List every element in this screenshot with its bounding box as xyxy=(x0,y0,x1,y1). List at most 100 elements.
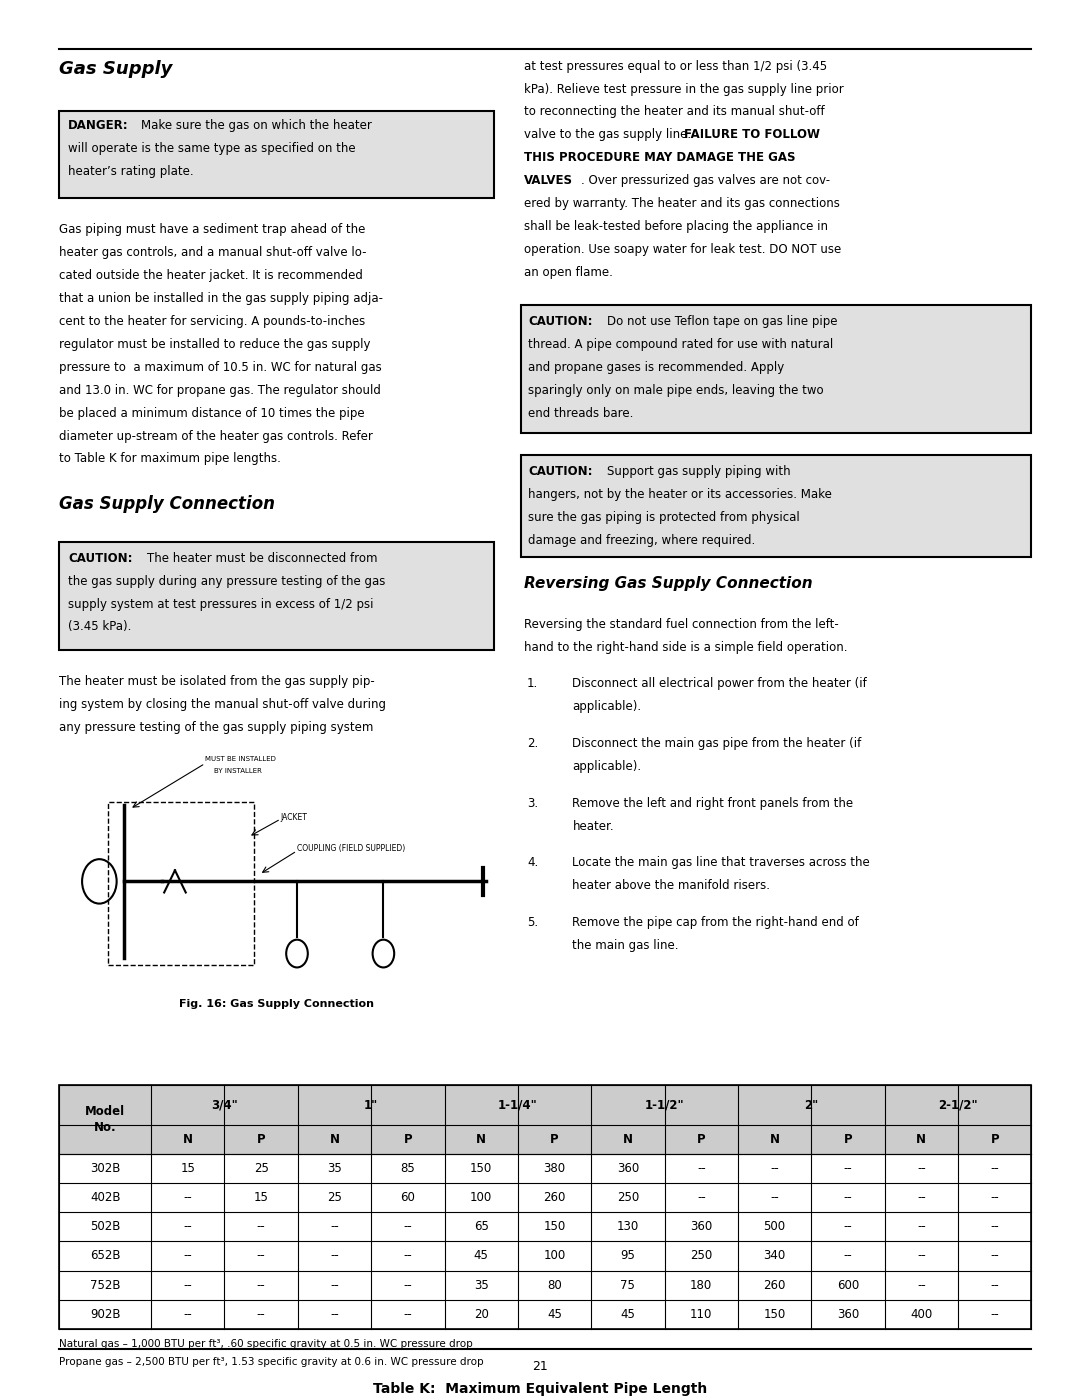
Text: 360: 360 xyxy=(617,1162,639,1175)
Text: 25: 25 xyxy=(327,1192,342,1204)
Text: and 13.0 in. WC for propane gas. The regulator should: and 13.0 in. WC for propane gas. The reg… xyxy=(59,384,381,397)
Text: 60: 60 xyxy=(401,1192,416,1204)
Text: Natural gas – 1,000 BTU per ft³, .60 specific gravity at 0.5 in. WC pressure dro: Natural gas – 1,000 BTU per ft³, .60 spe… xyxy=(59,1338,473,1348)
Text: VALVES: VALVES xyxy=(524,175,572,187)
Text: --: -- xyxy=(990,1221,999,1234)
Text: --: -- xyxy=(917,1162,926,1175)
Text: will operate is the same type as specified on the: will operate is the same type as specifi… xyxy=(68,142,355,155)
Text: --: -- xyxy=(184,1278,192,1292)
Text: Table K:  Maximum Equivalent Pipe Length: Table K: Maximum Equivalent Pipe Length xyxy=(373,1382,707,1396)
Text: P: P xyxy=(257,1133,266,1146)
Text: Disconnect the main gas pipe from the heater (if: Disconnect the main gas pipe from the he… xyxy=(572,738,862,750)
Text: Do not use Teflon tape on gas line pipe: Do not use Teflon tape on gas line pipe xyxy=(607,316,837,328)
Text: Locate the main gas line that traverses across the: Locate the main gas line that traverses … xyxy=(572,856,870,869)
Text: The heater must be disconnected from: The heater must be disconnected from xyxy=(147,552,377,564)
Text: 260: 260 xyxy=(764,1278,786,1292)
FancyBboxPatch shape xyxy=(521,306,1031,433)
Text: --: -- xyxy=(990,1192,999,1204)
Text: Reversing the standard fuel connection from the left-: Reversing the standard fuel connection f… xyxy=(524,617,838,630)
Text: to reconnecting the heater and its manual shut-off: to reconnecting the heater and its manua… xyxy=(524,106,824,119)
Text: hangers, not by the heater or its accessories. Make: hangers, not by the heater or its access… xyxy=(528,488,832,502)
Text: P: P xyxy=(990,1133,999,1146)
Text: --: -- xyxy=(917,1192,926,1204)
Text: kPa). Relieve test pressure in the gas supply line prior: kPa). Relieve test pressure in the gas s… xyxy=(524,82,843,95)
Text: --: -- xyxy=(184,1221,192,1234)
Text: 2": 2" xyxy=(805,1098,819,1112)
Text: Remove the pipe cap from the right-hand end of: Remove the pipe cap from the right-hand … xyxy=(572,916,860,929)
Text: 80: 80 xyxy=(548,1278,562,1292)
Text: --: -- xyxy=(184,1308,192,1320)
Text: 110: 110 xyxy=(690,1308,713,1320)
Text: P: P xyxy=(404,1133,413,1146)
Text: --: -- xyxy=(404,1221,413,1234)
Text: heater gas controls, and a manual shut-off valve lo-: heater gas controls, and a manual shut-o… xyxy=(59,246,367,260)
Text: 902B: 902B xyxy=(90,1308,121,1320)
Text: 150: 150 xyxy=(543,1221,566,1234)
Text: --: -- xyxy=(990,1162,999,1175)
Text: Disconnect all electrical power from the heater (if: Disconnect all electrical power from the… xyxy=(572,678,867,690)
Text: cated outside the heater jacket. It is recommended: cated outside the heater jacket. It is r… xyxy=(59,270,363,282)
Text: 15: 15 xyxy=(180,1162,195,1175)
Text: 65: 65 xyxy=(474,1221,488,1234)
Text: 100: 100 xyxy=(543,1249,566,1263)
Text: 360: 360 xyxy=(837,1308,859,1320)
Text: --: -- xyxy=(843,1249,852,1263)
Text: Fig. 16: Gas Supply Connection: Fig. 16: Gas Supply Connection xyxy=(179,999,374,1010)
Text: 100: 100 xyxy=(470,1192,492,1204)
Text: regulator must be installed to reduce the gas supply: regulator must be installed to reduce th… xyxy=(59,338,370,351)
Text: operation. Use soapy water for leak test. DO NOT use: operation. Use soapy water for leak test… xyxy=(524,243,841,256)
Text: 500: 500 xyxy=(764,1221,786,1234)
Text: --: -- xyxy=(990,1308,999,1320)
Text: ing system by closing the manual shut-off valve during: ing system by closing the manual shut-of… xyxy=(59,698,387,711)
Text: 1.: 1. xyxy=(527,678,538,690)
Text: 21: 21 xyxy=(532,1361,548,1373)
Text: heater.: heater. xyxy=(572,820,615,833)
Text: --: -- xyxy=(257,1278,266,1292)
Text: that a union be installed in the gas supply piping adja-: that a union be installed in the gas sup… xyxy=(59,292,383,305)
Text: 2-1/2": 2-1/2" xyxy=(939,1098,977,1112)
Text: end threads bare.: end threads bare. xyxy=(528,407,634,419)
Text: --: -- xyxy=(184,1192,192,1204)
Text: 402B: 402B xyxy=(90,1192,121,1204)
Text: P: P xyxy=(843,1133,852,1146)
Text: --: -- xyxy=(404,1249,413,1263)
Text: --: -- xyxy=(330,1221,339,1234)
Text: 502B: 502B xyxy=(90,1221,121,1234)
Text: and propane gases is recommended. Apply: and propane gases is recommended. Apply xyxy=(528,360,784,374)
Text: 250: 250 xyxy=(690,1249,713,1263)
Text: 1-1/4": 1-1/4" xyxy=(498,1098,538,1112)
Text: hand to the right-hand side is a simple field operation.: hand to the right-hand side is a simple … xyxy=(524,641,848,654)
Text: 35: 35 xyxy=(327,1162,342,1175)
Text: P: P xyxy=(550,1133,558,1146)
Text: thread. A pipe compound rated for use with natural: thread. A pipe compound rated for use wi… xyxy=(528,338,834,351)
Text: 45: 45 xyxy=(548,1308,562,1320)
Text: sparingly only on male pipe ends, leaving the two: sparingly only on male pipe ends, leavin… xyxy=(528,384,824,397)
Text: 25: 25 xyxy=(254,1162,269,1175)
Text: N: N xyxy=(183,1133,192,1146)
Text: CAUTION:: CAUTION: xyxy=(528,465,593,478)
Text: Gas Supply Connection: Gas Supply Connection xyxy=(59,495,275,513)
Text: MUST BE INSTALLED: MUST BE INSTALLED xyxy=(205,756,276,763)
Text: 340: 340 xyxy=(764,1249,786,1263)
Text: --: -- xyxy=(257,1221,266,1234)
Text: 35: 35 xyxy=(474,1278,488,1292)
Text: N: N xyxy=(623,1133,633,1146)
Text: --: -- xyxy=(404,1278,413,1292)
Text: --: -- xyxy=(697,1192,705,1204)
Text: --: -- xyxy=(330,1308,339,1320)
Text: 360: 360 xyxy=(690,1221,713,1234)
Text: be placed a minimum distance of 10 times the pipe: be placed a minimum distance of 10 times… xyxy=(59,407,365,419)
Text: N: N xyxy=(770,1133,780,1146)
Text: valve to the gas supply line.: valve to the gas supply line. xyxy=(524,129,694,141)
Text: 2.: 2. xyxy=(527,738,538,750)
Text: --: -- xyxy=(330,1278,339,1292)
Text: --: -- xyxy=(770,1162,779,1175)
Text: 45: 45 xyxy=(621,1308,635,1320)
Text: 75: 75 xyxy=(621,1278,635,1292)
Text: Reversing Gas Supply Connection: Reversing Gas Supply Connection xyxy=(524,576,812,591)
Text: ered by warranty. The heater and its gas connections: ered by warranty. The heater and its gas… xyxy=(524,197,839,210)
Text: Make sure the gas on which the heater: Make sure the gas on which the heater xyxy=(141,119,373,133)
Text: (3.45 kPa).: (3.45 kPa). xyxy=(68,620,132,633)
FancyBboxPatch shape xyxy=(59,1085,1031,1154)
Text: sure the gas piping is protected from physical: sure the gas piping is protected from ph… xyxy=(528,511,800,524)
